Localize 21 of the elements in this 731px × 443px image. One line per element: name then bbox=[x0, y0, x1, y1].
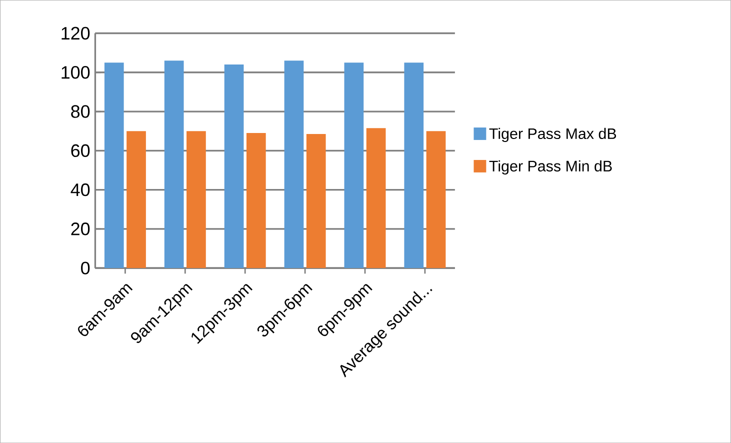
bar bbox=[426, 131, 446, 268]
bar bbox=[306, 134, 326, 268]
bar bbox=[186, 131, 206, 268]
y-tick-label: 100 bbox=[62, 66, 90, 79]
bar bbox=[246, 132, 266, 268]
bar bbox=[164, 60, 184, 268]
bar bbox=[404, 62, 424, 268]
y-tick-label: 20 bbox=[71, 222, 90, 236]
legend-label: Tiger Pass Min dB bbox=[489, 160, 612, 174]
bar bbox=[344, 62, 364, 268]
bar bbox=[224, 64, 244, 268]
bar bbox=[284, 60, 304, 268]
bar bbox=[104, 62, 124, 268]
y-tick-label: 80 bbox=[71, 105, 90, 118]
y-tick-label: 0 bbox=[81, 262, 90, 274]
bar bbox=[126, 131, 146, 268]
bar bbox=[366, 128, 386, 268]
y-tick-label: 40 bbox=[70, 183, 90, 196]
y-tick-label: 120 bbox=[62, 26, 90, 40]
y-tick-label: 60 bbox=[71, 144, 90, 157]
legend-label: Tiger Pass Max dB bbox=[489, 128, 616, 142]
